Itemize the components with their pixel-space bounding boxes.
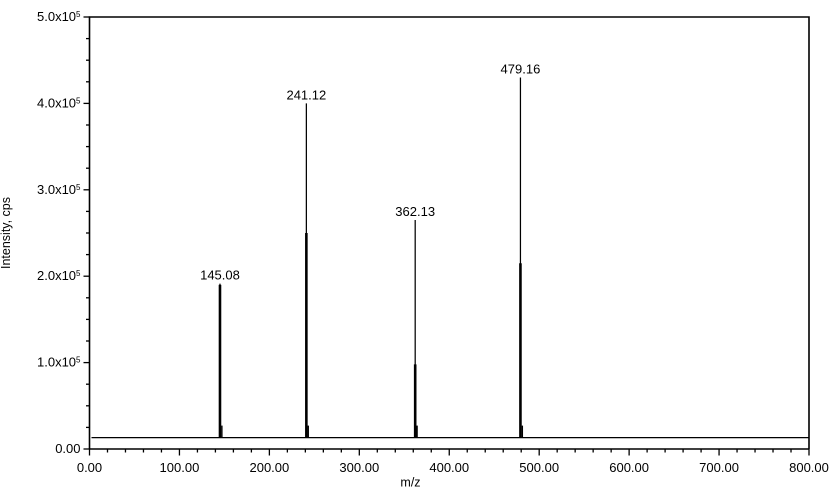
svg-text:500.00: 500.00 [519,460,559,475]
svg-text:100.00: 100.00 [160,460,200,475]
svg-text:0.00: 0.00 [77,460,102,475]
svg-text:145.08: 145.08 [200,268,240,283]
svg-text:300.00: 300.00 [339,460,379,475]
svg-text:400.00: 400.00 [429,460,469,475]
svg-text:2.0x105: 2.0x105 [37,268,81,283]
svg-text:1.0x105: 1.0x105 [37,355,81,370]
svg-text:m/z: m/z [400,476,420,490]
svg-text:0.00: 0.00 [55,441,80,456]
svg-text:4.0x105: 4.0x105 [37,95,81,110]
svg-text:Intensity, cps: Intensity, cps [0,197,13,269]
svg-text:241.12: 241.12 [286,87,326,102]
svg-text:5.0x105: 5.0x105 [37,9,81,24]
svg-text:362.13: 362.13 [395,204,435,219]
svg-text:800.00: 800.00 [789,460,829,475]
svg-text:479.16: 479.16 [501,61,541,76]
svg-text:600.00: 600.00 [609,460,649,475]
svg-text:700.00: 700.00 [699,460,739,475]
svg-text:200.00: 200.00 [249,460,289,475]
svg-text:3.0x105: 3.0x105 [37,182,81,197]
